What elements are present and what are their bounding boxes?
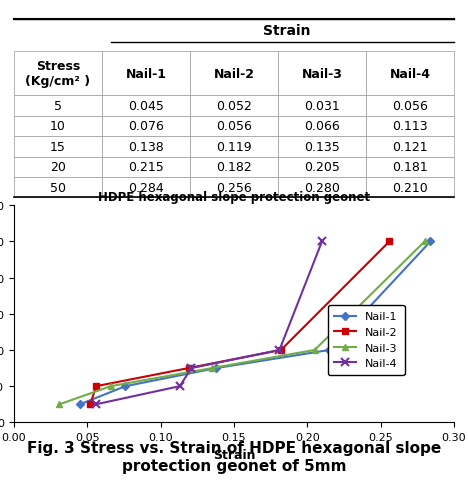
Nail-4 xyxy=(189,365,194,371)
Nail-4 xyxy=(93,401,99,407)
Nail-2 xyxy=(278,347,284,353)
Nail-2 xyxy=(387,239,392,245)
Nail-4 xyxy=(319,239,325,245)
Line: Nail-2: Nail-2 xyxy=(87,239,393,408)
Nail-4 xyxy=(277,347,282,353)
Nail-3 xyxy=(422,239,427,245)
Line: Nail-1: Nail-1 xyxy=(77,239,434,408)
Nail-2 xyxy=(88,401,93,407)
Nail-3 xyxy=(108,383,114,389)
Nail-2 xyxy=(186,365,191,371)
X-axis label: Strain: Strain xyxy=(213,448,255,461)
Nail-2 xyxy=(93,383,99,389)
Line: Nail-3: Nail-3 xyxy=(56,238,428,408)
Nail-3 xyxy=(57,401,62,407)
Nail-1 xyxy=(428,239,433,245)
Nail-1 xyxy=(77,401,83,407)
Text: Strain: Strain xyxy=(263,24,311,38)
Nail-1 xyxy=(327,347,332,353)
Legend: Nail-1, Nail-2, Nail-3, Nail-4: Nail-1, Nail-2, Nail-3, Nail-4 xyxy=(328,305,405,375)
Line: Nail-4: Nail-4 xyxy=(92,238,326,409)
Title: HDPE hexagonal slope protection geonet: HDPE hexagonal slope protection geonet xyxy=(98,190,370,203)
Text: Fig. 3 Stress vs. Strain of HDPE hexagonal slope
protection geonet of 5mm: Fig. 3 Stress vs. Strain of HDPE hexagon… xyxy=(27,440,441,472)
Nail-1 xyxy=(123,383,128,389)
Nail-3 xyxy=(209,365,215,371)
Nail-4 xyxy=(177,383,183,389)
Nail-3 xyxy=(312,347,317,353)
Nail-1 xyxy=(213,365,219,371)
